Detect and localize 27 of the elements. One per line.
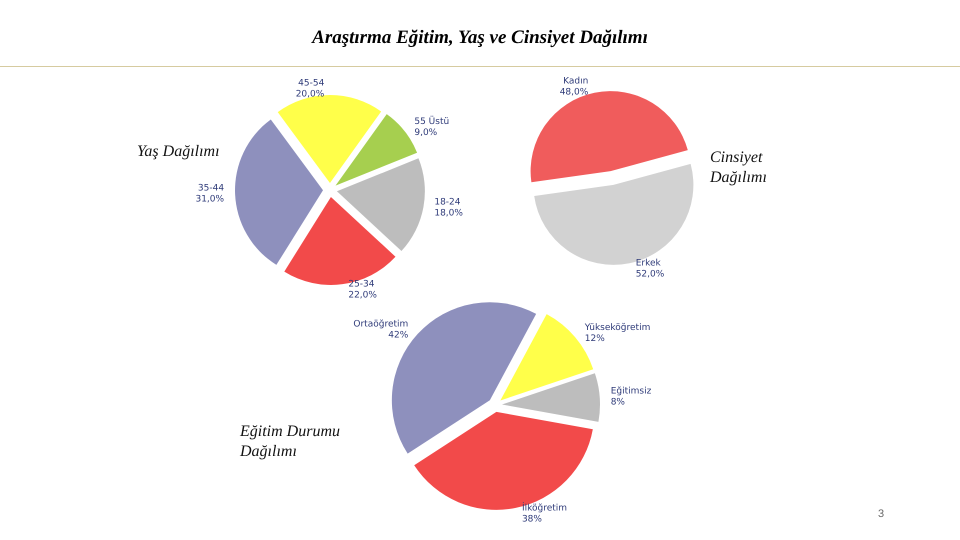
data-label: 42%	[388, 330, 409, 340]
data-label: 12%	[584, 334, 606, 344]
slice-label: Kadın	[563, 76, 588, 86]
data-label: 20,0%	[296, 90, 325, 100]
text: Cinsiyet Dağılımı	[710, 148, 768, 188]
slice-label: 55 Üstü	[414, 115, 450, 128]
text: 3	[878, 508, 884, 521]
data-label: 31,0%	[195, 194, 225, 204]
data-label: 38%	[522, 514, 542, 524]
slice-label: Erkek	[636, 258, 662, 269]
text: Araştırma Eğitim, Yaş ve Cinsiyet Dağılımı	[312, 27, 648, 49]
slice-label: Yükseköğretim	[584, 322, 650, 333]
data-label: 8%	[610, 397, 626, 408]
slice-label: Ortaöğretim	[353, 318, 408, 330]
data-label: 52,0%	[636, 270, 665, 280]
slice-label: Eğitimsiz	[610, 385, 652, 396]
data-label: 48,0%	[560, 87, 589, 98]
slice-label: 25-34	[348, 280, 375, 290]
slice-label: 45-54	[298, 78, 325, 89]
text: Yaş Dağılımı	[137, 142, 221, 162]
text: Eğitim Durumu Dağılımı	[240, 422, 341, 462]
slice-label: 18-24	[434, 198, 461, 208]
slice-label: 35-44	[198, 183, 224, 194]
data-label: 18,0%	[434, 208, 464, 219]
slice-label: İlköğretim	[522, 501, 568, 514]
data-label: 9,0%	[414, 128, 438, 138]
data-label: 22,0%	[348, 290, 378, 301]
